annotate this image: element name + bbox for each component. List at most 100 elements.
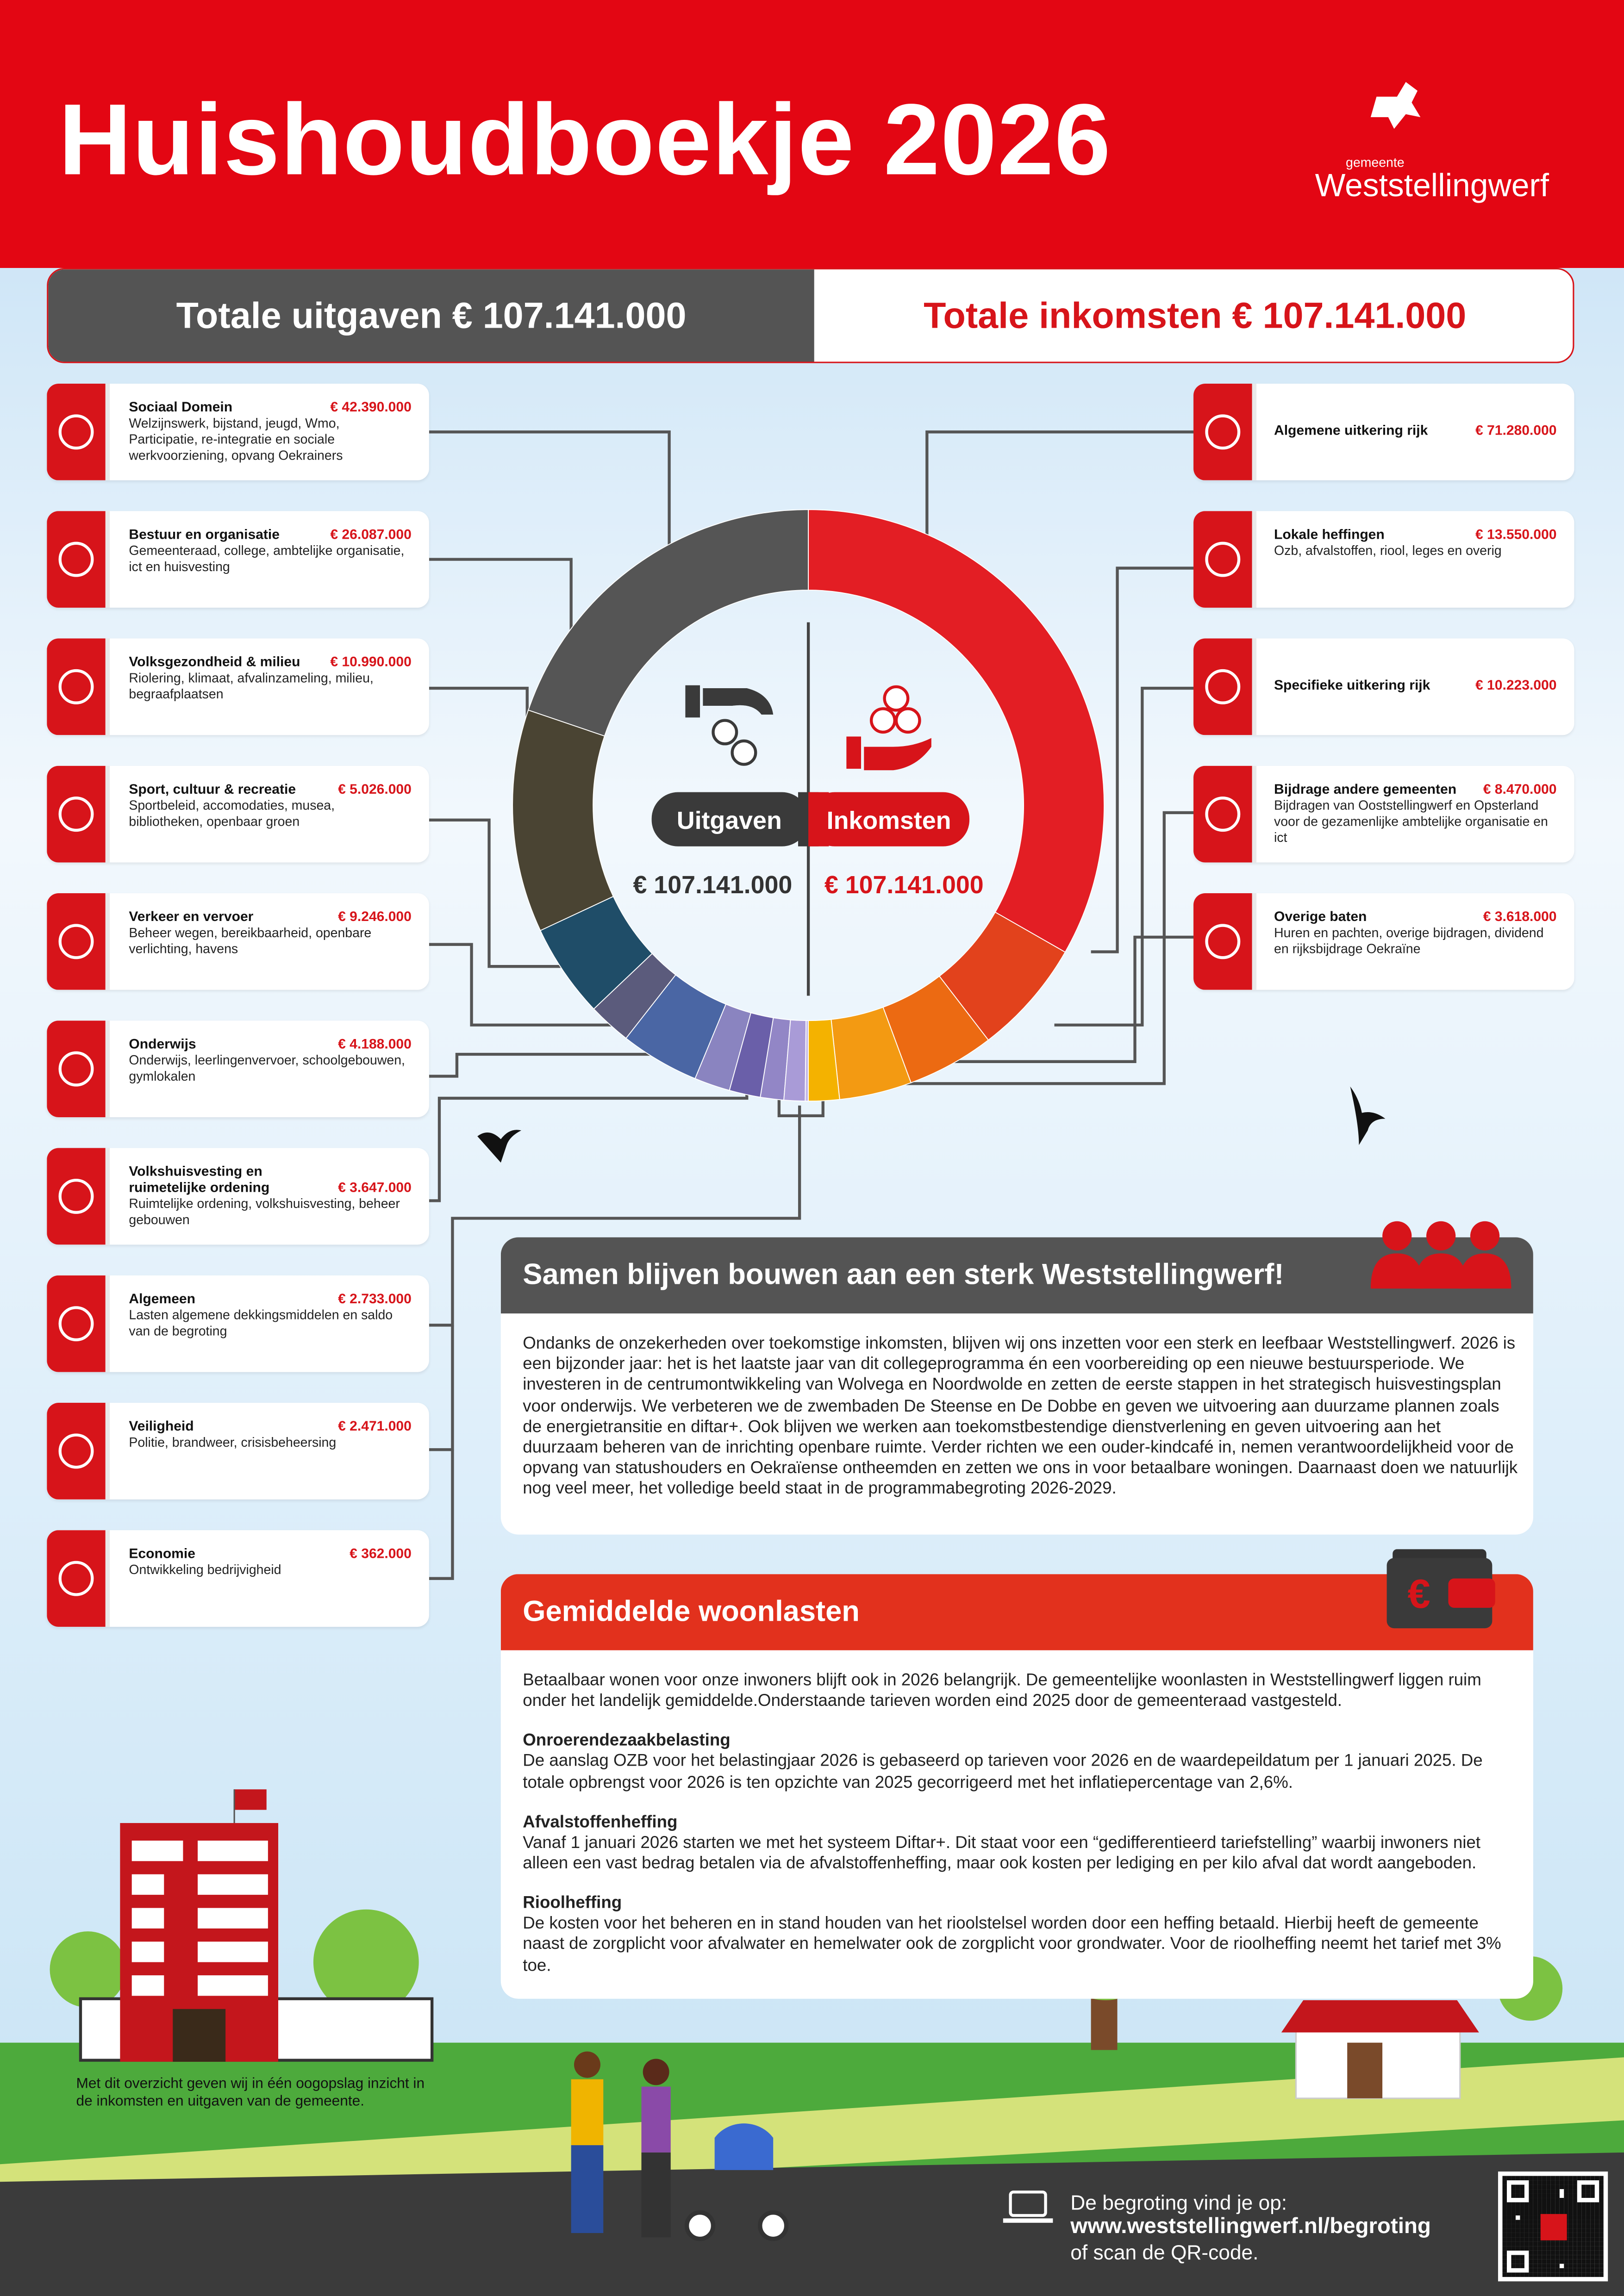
qr-module [1590, 2206, 1595, 2211]
qr-module [1511, 2176, 1516, 2181]
qr-module [1511, 2220, 1516, 2224]
qr-module [1506, 2246, 1512, 2251]
qr-module [1555, 2202, 1560, 2207]
qr-module [1599, 2255, 1604, 2259]
qr-module [1515, 2255, 1520, 2259]
qr-module [1506, 2215, 1512, 2220]
qr-module [1555, 2193, 1560, 2198]
qr-module [1529, 2176, 1533, 2181]
qr-module [1573, 2250, 1577, 2255]
qr-module [1581, 2184, 1586, 2190]
card-title: Onderwijs [129, 1037, 196, 1053]
qr-module [1594, 2233, 1599, 2238]
qr-module [1520, 2246, 1524, 2251]
qr-module [1542, 2246, 1547, 2251]
qr-module [1599, 2220, 1604, 2224]
qr-module [1577, 2215, 1582, 2220]
qr-module [1550, 2189, 1555, 2194]
qr-module [1506, 2176, 1512, 2181]
qr-module [1529, 2272, 1533, 2277]
qr-module [1599, 2198, 1604, 2203]
qr-module [1594, 2220, 1599, 2224]
qr-module [1515, 2259, 1520, 2264]
qr-module [1550, 2180, 1555, 2185]
qr-module [1533, 2233, 1538, 2238]
woonlasten-title: Gemiddelde woonlasten [523, 1596, 860, 1629]
qr-module [1511, 2241, 1516, 2246]
qr-module [1564, 2189, 1568, 2194]
label-expenses: Uitgaven [677, 807, 782, 834]
person [574, 2051, 600, 2078]
qr-module [1568, 2211, 1573, 2215]
expense-card: Bestuur en organisatie € 26.087.000 Gemeen… [47, 511, 429, 608]
qr-module [1515, 2246, 1520, 2251]
laptop-icon [1009, 2190, 1047, 2217]
qr-module [1529, 2250, 1533, 2255]
qr-module [1502, 2268, 1507, 2273]
qr-module [1520, 2202, 1524, 2207]
qr-module [1515, 2264, 1520, 2268]
card-amount: € 362.000 [350, 1546, 412, 1562]
qr-module [1542, 2176, 1547, 2181]
icon-strip-edge [105, 1403, 110, 1500]
give-icon [685, 685, 774, 766]
qr-module [1577, 2255, 1582, 2259]
qr-module [1590, 2215, 1595, 2220]
qr-module [1502, 2189, 1507, 2194]
qr-module [1590, 2246, 1595, 2251]
qr-module [1586, 2241, 1591, 2246]
card-description: Ontwikkeling bedrijvigheid [129, 1562, 281, 1577]
qr-module [1599, 2268, 1604, 2273]
qr-module [1590, 2193, 1595, 2198]
qr-module [1537, 2202, 1542, 2207]
title: Huishoudboekje 2026 [58, 83, 1112, 196]
qr-module [1568, 2176, 1573, 2181]
qr-module [1546, 2176, 1551, 2181]
qr-module [1529, 2268, 1533, 2273]
qr-module [1502, 2220, 1507, 2224]
income-card: Lokale heffingen € 13.550.000 Ozb, afvalst… [1193, 511, 1574, 608]
qr-module [1520, 2255, 1524, 2259]
qr-module [1559, 2180, 1564, 2185]
section-text: De kosten voor het beheren en in stand h… [523, 1914, 1501, 1975]
qr-module [1586, 2215, 1591, 2220]
qr-module [1546, 2202, 1551, 2207]
qr-module [1559, 2250, 1564, 2255]
qr-module [1520, 2237, 1524, 2242]
stroller-wheel [684, 2210, 716, 2241]
qr-module [1546, 2198, 1551, 2203]
card-description: Huren en pachten, overige bijdragen, div… [1274, 925, 1544, 957]
qr-module [1546, 2272, 1551, 2277]
qr-module [1555, 2198, 1560, 2203]
qr-module [1520, 2259, 1524, 2264]
qr-module [1537, 2224, 1542, 2229]
expense-card: Veiligheid € 2.471.000 Politie, brandweer,… [47, 1403, 429, 1500]
card-amount: € 10.990.000 [330, 654, 412, 671]
icon [1205, 669, 1241, 704]
qr-module [1586, 2259, 1591, 2264]
card-description: Ruimtelijke ordening, volkshuisvesting, … [129, 1196, 400, 1227]
qr-module [1590, 2176, 1595, 2181]
icon [58, 1306, 94, 1342]
qr-module [1502, 2224, 1507, 2229]
section-heading: Rioolheffing [523, 1893, 622, 1913]
qr-module [1537, 2180, 1542, 2185]
qr-module [1577, 2268, 1582, 2273]
qr-module [1586, 2268, 1591, 2273]
expense-card: Verkeer en vervoer € 9.246.000 Beheer wege… [47, 893, 429, 990]
qr-module [1568, 2224, 1573, 2229]
qr-module [1559, 2198, 1564, 2203]
qr-module [1586, 2176, 1591, 2181]
qr-module [1594, 2272, 1599, 2277]
icon-strip-edge [105, 511, 110, 608]
qr-module [1573, 2184, 1577, 2190]
qr-module [1520, 2233, 1524, 2238]
qr-module [1533, 2215, 1538, 2220]
qr-module [1599, 2184, 1604, 2190]
card-title: Economie [129, 1546, 195, 1562]
qr-module [1577, 2264, 1582, 2268]
qr-module [1533, 2268, 1538, 2273]
qr-module [1599, 2233, 1604, 2238]
